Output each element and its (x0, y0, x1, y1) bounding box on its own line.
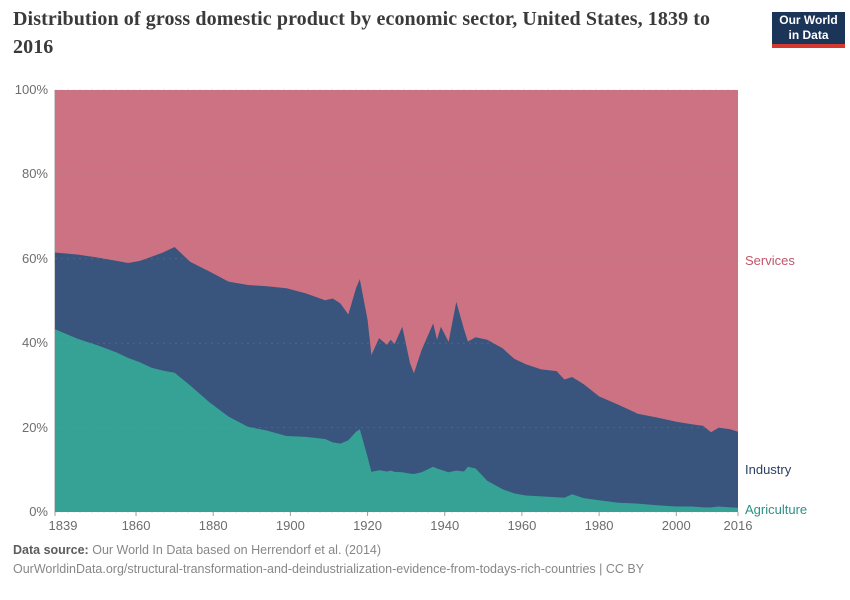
y-tick-label: 40% (21, 335, 48, 351)
owid-logo-line2: in Data (788, 28, 829, 42)
data-source-label: Data source: (13, 543, 89, 557)
y-tick-label: 0% (29, 504, 48, 519)
x-tick-label: 1839 (48, 518, 78, 533)
x-tick-label: 2000 (661, 518, 691, 533)
x-tick-label: 1960 (507, 518, 537, 533)
x-tick-label: 1940 (430, 518, 460, 533)
license-line: OurWorldinData.org/structural-transforma… (13, 562, 645, 576)
legend-label-services: Services (745, 252, 795, 268)
x-tick-label: 1880 (198, 518, 228, 533)
owid-logo-line1: Our World (779, 13, 838, 28)
y-tick-label: 100% (14, 82, 48, 97)
legend-label-industry: Industry (745, 461, 792, 477)
x-tick-label: 1980 (584, 518, 614, 533)
x-tick-label: 1900 (275, 518, 305, 533)
data-source-text: Our World In Data based on Herrendorf et… (92, 543, 382, 557)
x-tick-label: 2016 (723, 518, 753, 533)
legend-label-agriculture: Agriculture (745, 501, 808, 517)
y-tick-label: 80% (21, 166, 48, 182)
footer: Data source: Our World In Data based on … (13, 541, 833, 579)
y-tick-label: 20% (21, 419, 48, 435)
data-source-line: Data source: Our World In Data based on … (13, 541, 833, 560)
owid-logo: Our World in Data (772, 12, 845, 48)
x-tick-label: 1860 (121, 518, 151, 533)
page-title: Distribution of gross domestic product b… (13, 8, 711, 58)
y-tick-label: 60% (21, 250, 48, 266)
x-tick-label: 1920 (353, 518, 382, 533)
area-agriculture (55, 329, 738, 512)
